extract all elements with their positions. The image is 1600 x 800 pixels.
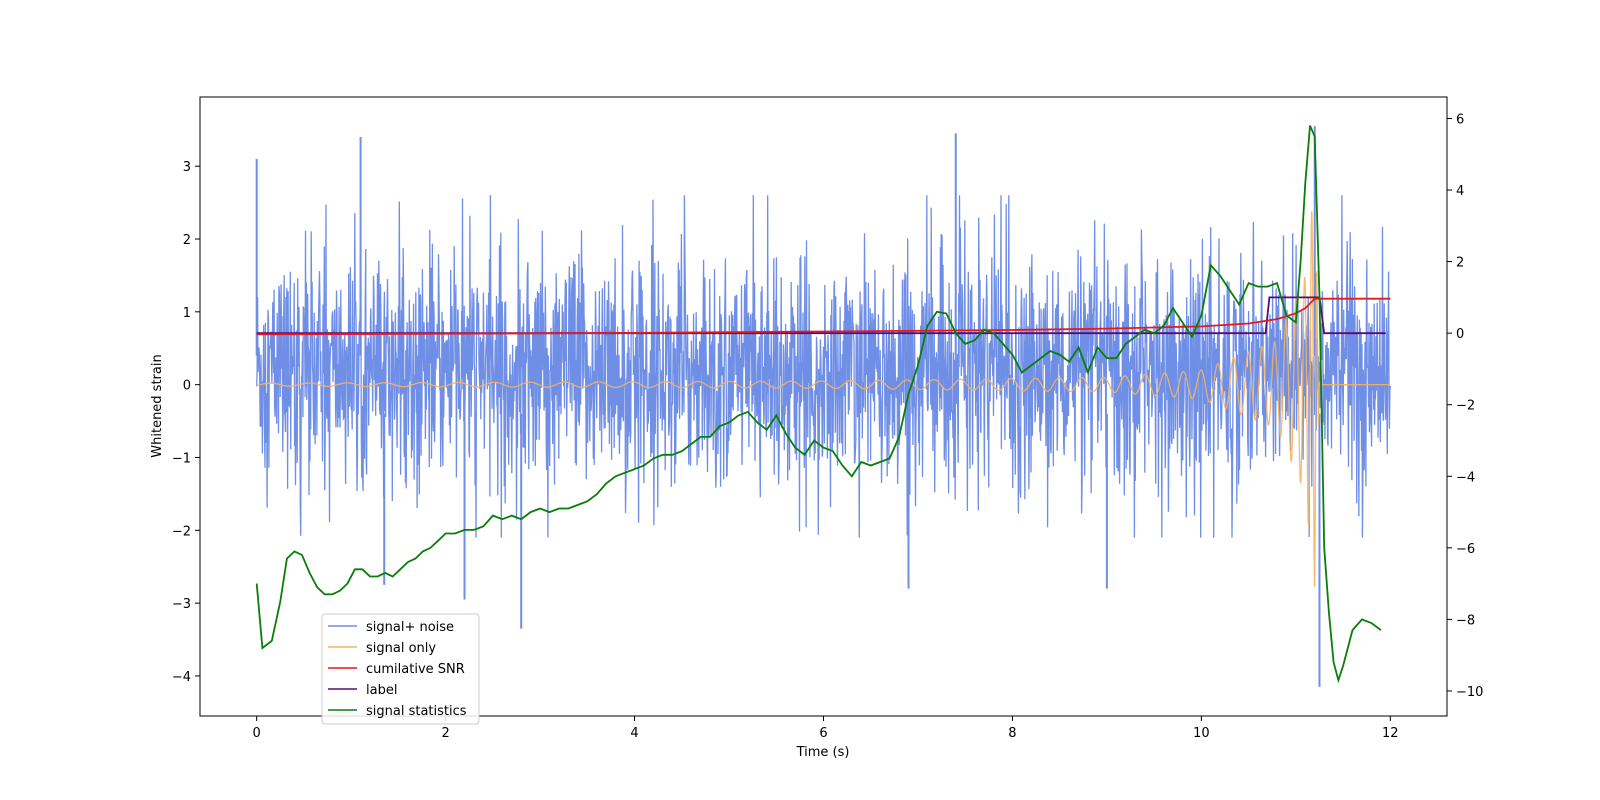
y-tick-label: 1 bbox=[183, 306, 191, 321]
x-tick-label: 10 bbox=[1193, 726, 1210, 741]
y-tick-label: 3 bbox=[183, 160, 191, 175]
y2-tick-label: 0 bbox=[1456, 327, 1464, 342]
series-line-statistics bbox=[255, 125, 1382, 684]
y2-tick-label: −8 bbox=[1456, 613, 1475, 628]
legend-label-signal-only: signal only bbox=[366, 641, 436, 656]
y2-tick-label: 6 bbox=[1456, 112, 1464, 127]
series-line-snr bbox=[256, 297, 1391, 336]
x-axis: 0 2 4 6 8 10 12 bbox=[253, 716, 1399, 741]
y2-tick-label: −2 bbox=[1456, 399, 1475, 414]
y2-tick-label: −6 bbox=[1456, 542, 1475, 557]
x-tick-label: 2 bbox=[441, 726, 449, 741]
y2-tick-label: 4 bbox=[1456, 184, 1464, 199]
y-tick-label: 0 bbox=[183, 379, 191, 394]
legend-label-statistics: signal statistics bbox=[366, 704, 467, 719]
x-tick-label: 0 bbox=[253, 726, 261, 741]
legend-box bbox=[321, 613, 480, 725]
series-layer bbox=[255, 125, 1391, 687]
y-tick-label: 2 bbox=[183, 233, 191, 248]
legend-label-signal-noise: signal+ noise bbox=[366, 620, 454, 635]
y2-tick-label: −10 bbox=[1456, 685, 1483, 700]
x-tick-label: 6 bbox=[819, 726, 827, 741]
x-tick-label: 12 bbox=[1382, 726, 1399, 741]
y-axis-label: Whitened strain bbox=[150, 354, 165, 457]
x-tick-label: 8 bbox=[1008, 726, 1016, 741]
x-axis-label: Time (s) bbox=[796, 745, 850, 760]
series-line-signal-noise bbox=[256, 195, 1391, 538]
y-tick-label: −1 bbox=[172, 451, 191, 466]
y-axis-left: −4 −3 −2 −1 0 1 2 3 bbox=[172, 160, 200, 685]
y-tick-label: −3 bbox=[172, 597, 191, 612]
legend-label-label: label bbox=[366, 683, 397, 698]
legend-label-snr: cumilative SNR bbox=[366, 662, 465, 677]
y2-tick-label: 2 bbox=[1456, 256, 1464, 271]
y-tick-label: −2 bbox=[172, 524, 191, 539]
legend: signal+ noise signal only cumilative SNR… bbox=[321, 613, 480, 725]
y-tick-label: −4 bbox=[172, 670, 191, 685]
y2-tick-label: −4 bbox=[1456, 470, 1475, 485]
x-tick-label: 4 bbox=[630, 726, 638, 741]
series-line-signal-only bbox=[256, 211, 1391, 588]
y-axis-right: −10 −8 −6 −4 −2 0 2 4 6 bbox=[1447, 112, 1483, 700]
series-line-label bbox=[256, 296, 1386, 335]
